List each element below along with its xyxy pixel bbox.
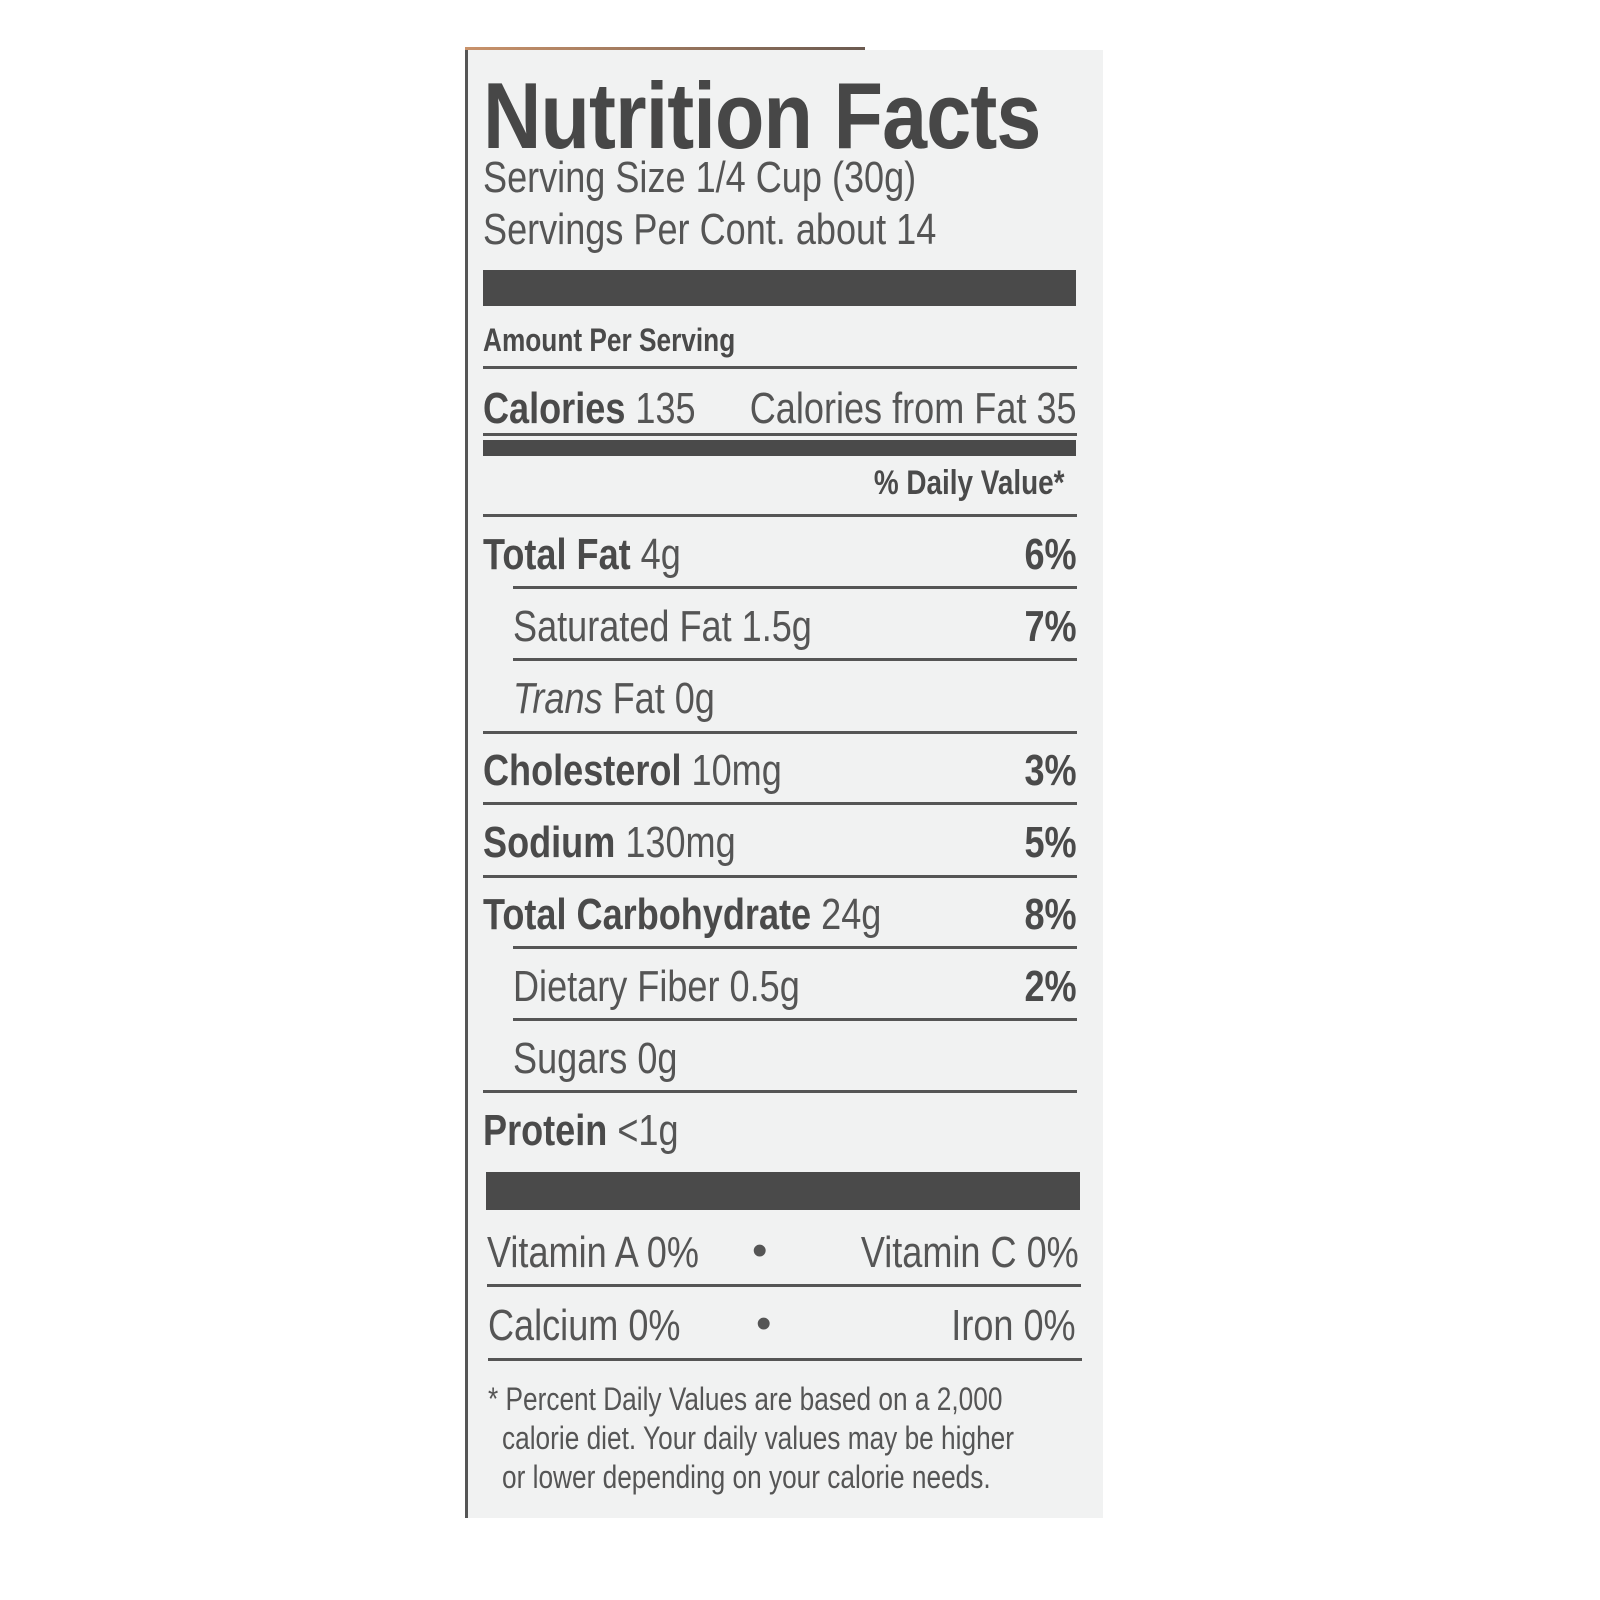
divider — [483, 802, 1077, 805]
servings-per-container: Servings Per Cont. about 14 — [483, 205, 937, 254]
label-title: Nutrition Facts — [483, 63, 1041, 168]
nutrient-row-total-carbohydrate: Total Carbohydrate 24g 8% — [483, 890, 1077, 939]
package-edge — [465, 47, 865, 52]
divider — [483, 1090, 1077, 1093]
nutrient-row-cholesterol: Cholesterol 10mg 3% — [483, 746, 1077, 795]
divider — [513, 946, 1077, 949]
divider — [483, 731, 1077, 734]
medium-divider — [483, 440, 1076, 456]
divider — [513, 1018, 1077, 1021]
amount-per-serving: Amount Per Serving — [483, 322, 736, 358]
nutrient-row-protein: Protein <1g — [483, 1106, 679, 1155]
calories-value: 135 — [635, 384, 696, 433]
serving-size: Serving Size 1/4 Cup (30g) — [483, 153, 917, 202]
calories-row: Calories 135 Calories from Fat 35 — [483, 384, 1077, 444]
divider — [488, 1358, 1082, 1361]
footnote: * Percent Daily Values are based on a 2,… — [488, 1381, 1014, 1495]
divider — [513, 586, 1077, 589]
divider — [483, 366, 1077, 369]
bullet: • — [752, 1226, 768, 1275]
divider — [483, 433, 1077, 436]
nutrient-row-trans-fat: Trans Fat 0g — [513, 674, 715, 723]
thick-divider — [486, 1172, 1080, 1210]
calories-label: Calories — [483, 384, 626, 433]
nutrient-row-sodium: Sodium 130mg 5% — [483, 818, 1077, 867]
nutrient-row-dietary-fiber: Dietary Fiber 0.5g 2% — [513, 962, 1077, 1011]
nutrient-row-saturated-fat: Saturated Fat 1.5g 7% — [513, 602, 1077, 651]
vitamin-row-1: Vitamin A 0% • Vitamin C 0% — [487, 1226, 1079, 1277]
divider — [483, 514, 1077, 517]
divider — [483, 875, 1077, 878]
vitamin-row-2: Calcium 0% • Iron 0% — [488, 1299, 1076, 1350]
nutrient-row-total-fat: Total Fat 4g 6% — [483, 530, 1077, 579]
bullet: • — [756, 1299, 772, 1348]
nutrient-row-sugars: Sugars 0g — [513, 1034, 678, 1083]
calories-from-fat: Calories from Fat 35 — [750, 384, 1077, 433]
divider — [487, 1284, 1081, 1287]
daily-value-header: % Daily Value* — [873, 464, 1064, 502]
divider — [513, 658, 1077, 661]
thick-divider — [483, 270, 1076, 306]
